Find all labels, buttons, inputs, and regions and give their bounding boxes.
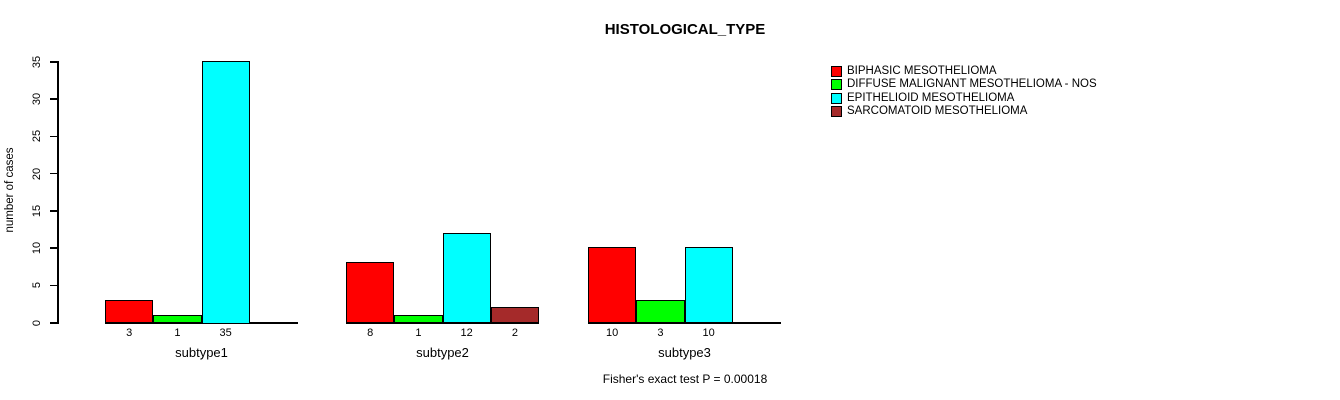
y-tick-label: 0 [31, 319, 43, 326]
bar-count-label: 10 [606, 327, 619, 339]
y-tick [50, 135, 57, 138]
bar-count-label: 3 [657, 327, 664, 339]
group-label: subtype3 [658, 345, 711, 360]
group-label: subtype2 [416, 345, 469, 360]
y-axis-label: number of cases [4, 147, 16, 233]
fisher-test-note: Fisher's exact test P = 0.00018 [602, 372, 768, 386]
bar [588, 247, 637, 324]
bar-count-label: 12 [460, 327, 473, 339]
bar-count-label: 1 [415, 327, 422, 339]
bar [105, 299, 154, 324]
legend-label: BIPHASIC MESOTHELIOMA [847, 64, 997, 77]
legend-row: DIFFUSE MALIGNANT MESOTHELIOMA - NOS [831, 78, 1097, 91]
y-axis-line [57, 61, 59, 324]
legend-swatch-icon [831, 92, 842, 104]
bar [394, 314, 443, 324]
bar [346, 262, 395, 324]
y-tick-label: 30 [31, 92, 43, 106]
legend-row: BIPHASIC MESOTHELIOMA [831, 64, 997, 77]
y-tick [50, 98, 57, 100]
y-tick-label: 35 [31, 55, 43, 68]
y-tick-label: 15 [31, 204, 43, 218]
bar [684, 247, 733, 324]
y-tick-label: 25 [31, 130, 43, 143]
y-tick [50, 172, 57, 175]
y-tick [50, 61, 57, 63]
y-tick-label: 5 [31, 282, 43, 289]
bar-count-label: 10 [702, 327, 715, 339]
bar-count-label: 3 [126, 327, 133, 339]
y-tick [50, 247, 57, 249]
bar-count-label: 2 [511, 327, 518, 339]
bar-count-label: 8 [367, 327, 374, 339]
bar [153, 314, 202, 324]
bar [636, 299, 685, 324]
legend-swatch-icon [831, 79, 842, 91]
bar-count-label: 35 [219, 327, 232, 339]
bar [442, 232, 491, 324]
legend-swatch-icon [831, 66, 842, 77]
bar [201, 61, 250, 324]
bar [490, 307, 539, 324]
legend-label: SARCOMATOID MESOTHELIOMA [847, 104, 1028, 117]
y-tick-label: 10 [31, 242, 43, 255]
legend-swatch-icon [831, 106, 842, 118]
legend-row: EPITHELIOID MESOTHELIOMA [831, 91, 1015, 104]
legend-label: DIFFUSE MALIGNANT MESOTHELIOMA - NOS [847, 78, 1097, 91]
y-tick-label: 20 [31, 167, 43, 180]
y-tick [50, 284, 57, 287]
group-label: subtype1 [175, 345, 228, 360]
y-tick [50, 210, 57, 212]
chart-title: HISTOLOGICAL_TYPE [604, 21, 766, 38]
legend-label: EPITHELIOID MESOTHELIOMA [847, 91, 1015, 104]
y-tick [50, 322, 57, 324]
legend-row: SARCOMATOID MESOTHELIOMA [831, 104, 1028, 118]
bar-count-label: 1 [174, 327, 181, 339]
